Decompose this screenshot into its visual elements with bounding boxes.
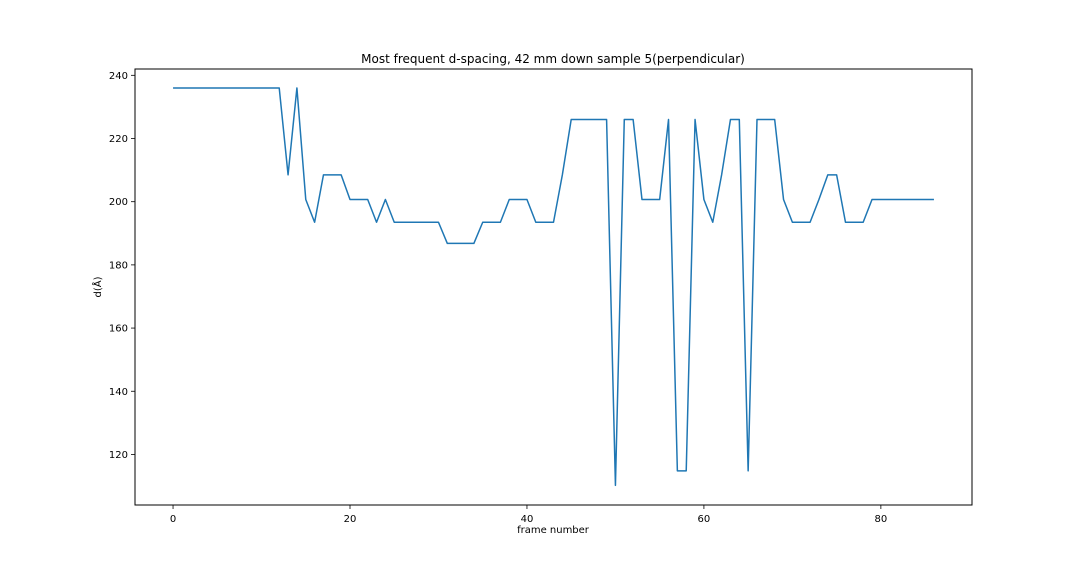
y-tick-label: 220 (109, 134, 128, 145)
y-tick-label: 200 (109, 197, 128, 208)
y-axis: 120 140 160 180 200 220 240 (109, 71, 135, 461)
x-axis: 0 20 40 60 80 (170, 505, 887, 525)
x-tick-label: 60 (698, 514, 711, 525)
y-tick-label: 120 (109, 450, 128, 461)
x-tick-label: 20 (344, 514, 357, 525)
plot-area (173, 87, 934, 487)
x-tick-label: 0 (170, 514, 176, 525)
y-tick-label: 160 (109, 324, 128, 335)
x-axis-label: frame number (517, 525, 590, 536)
plot-frame (134, 68, 973, 506)
chart-title: Most frequent d-spacing, 42 mm down samp… (361, 52, 745, 66)
x-tick-label: 80 (875, 514, 888, 525)
y-axis-label: d(Å) (91, 276, 104, 297)
x-tick-label: 40 (521, 514, 534, 525)
series-line-0 (173, 87, 934, 487)
y-tick-label: 180 (109, 260, 128, 271)
y-tick-label: 240 (109, 71, 128, 82)
y-tick-label: 140 (109, 387, 128, 398)
